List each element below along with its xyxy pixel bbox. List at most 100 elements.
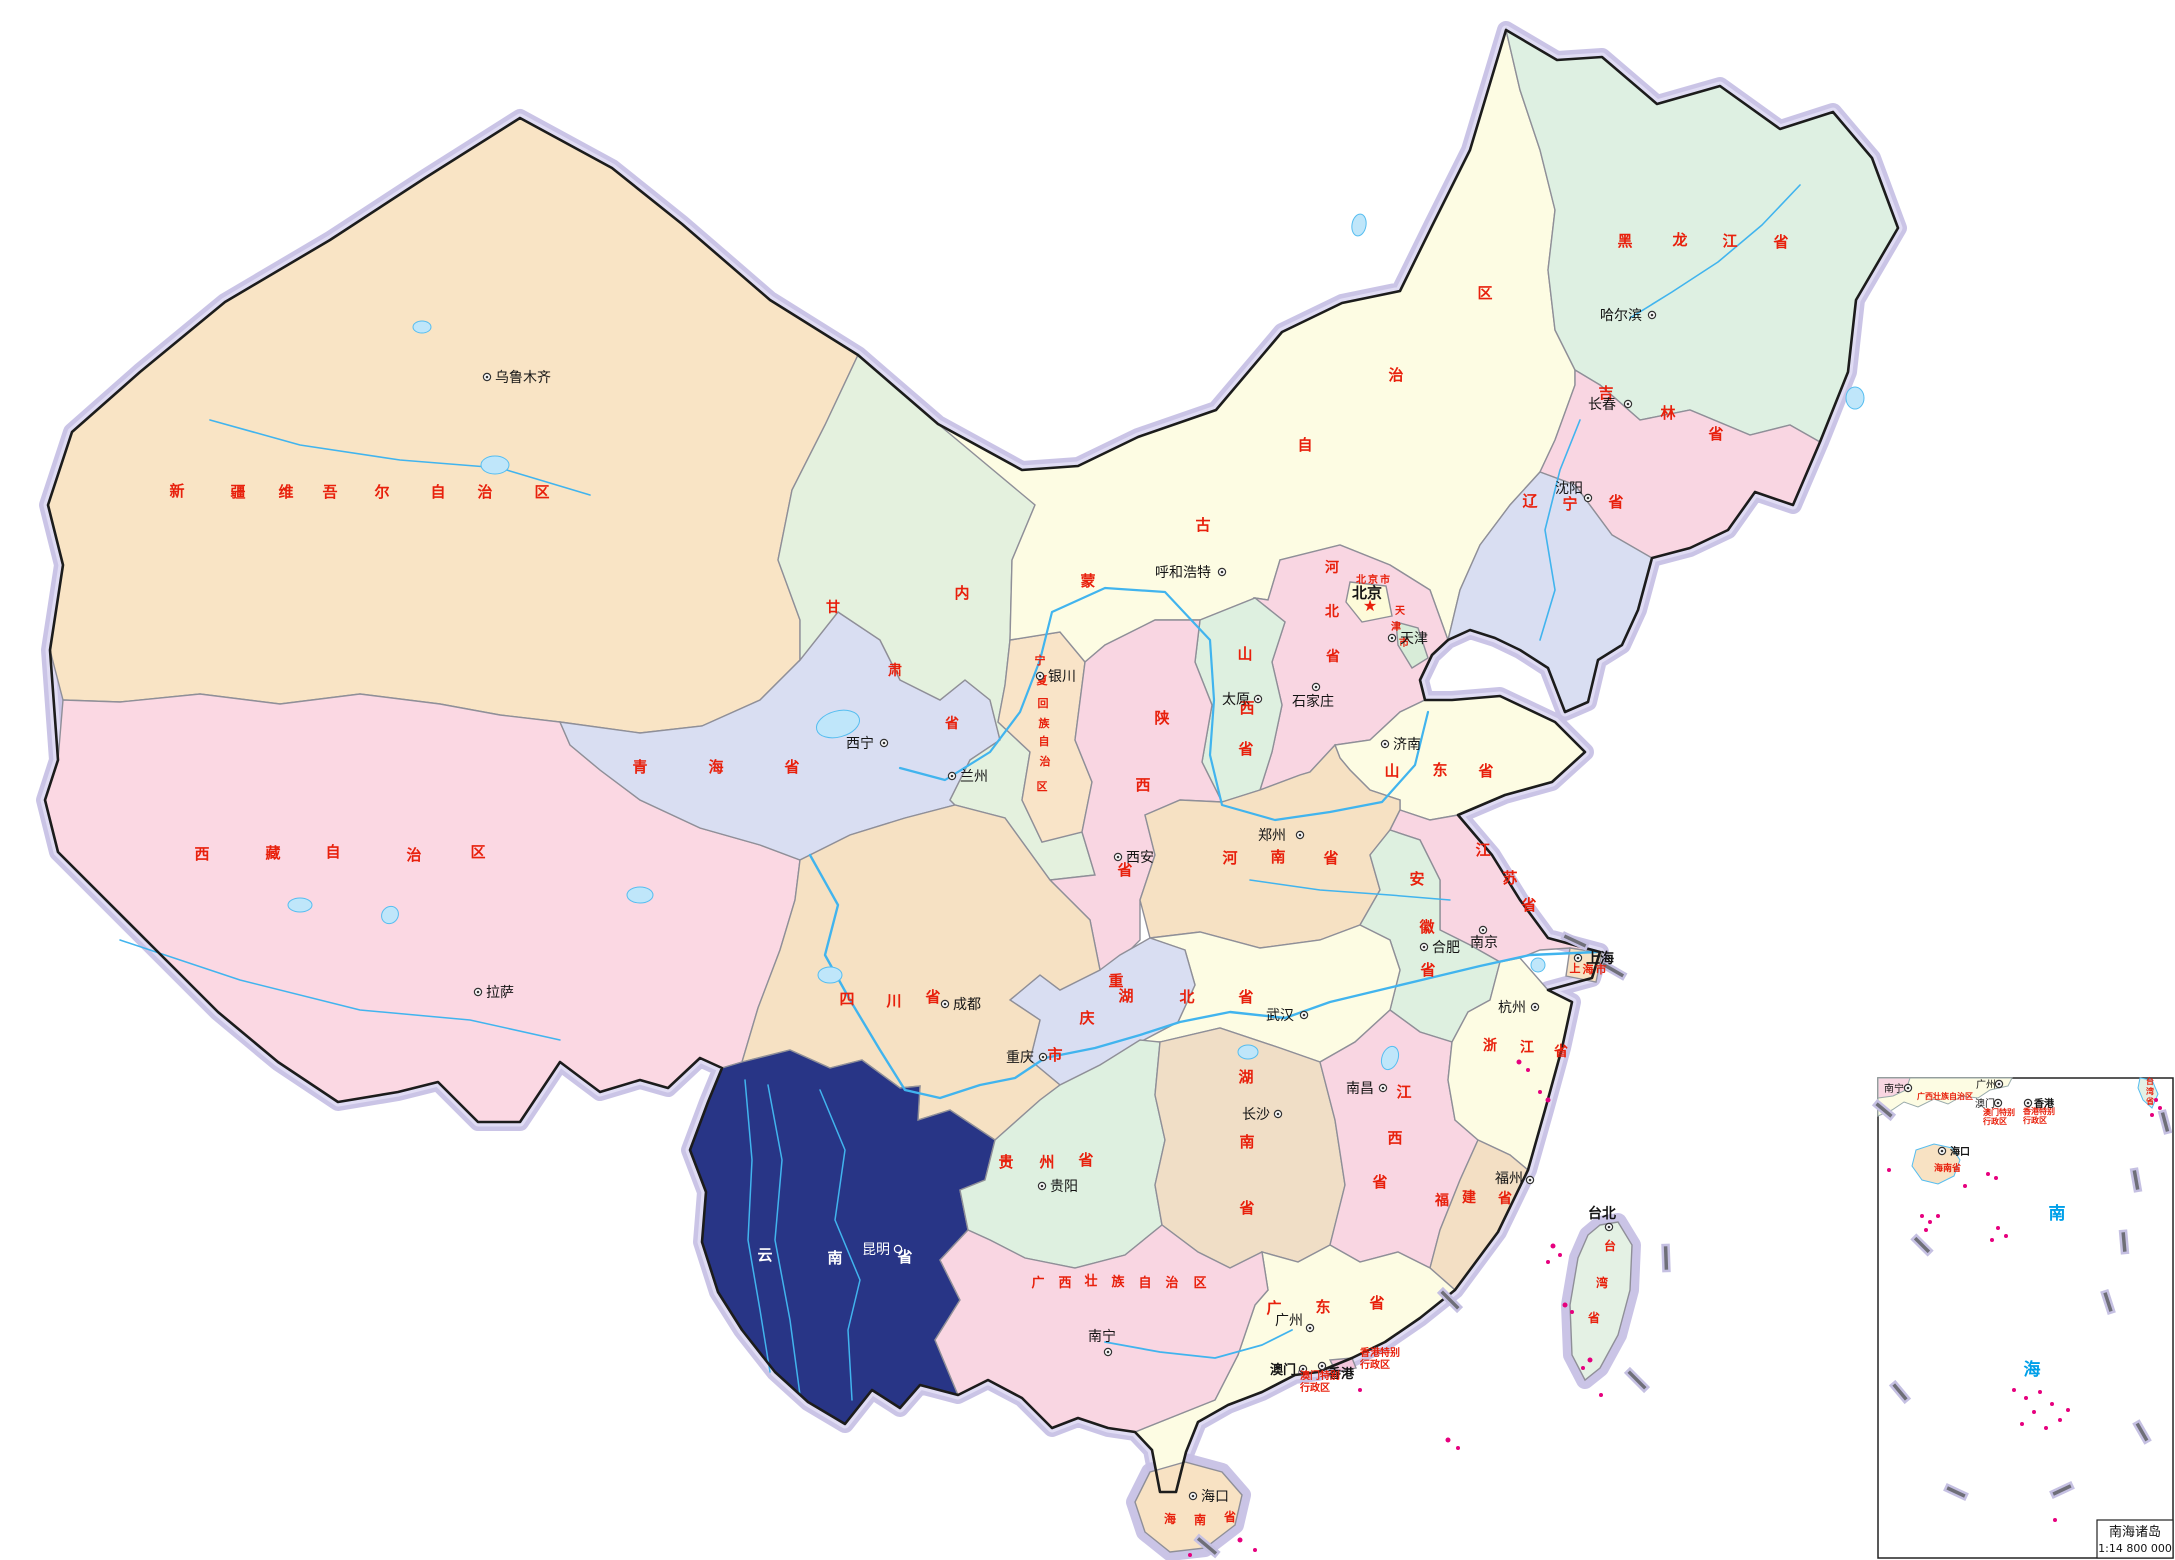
province-label-beijing: 北 <box>1356 573 1366 586</box>
province-label-zhejiang: 浙 <box>1483 1037 1497 1054</box>
city-marker-dot-icon <box>1997 1082 2001 1086</box>
province-label-taiwan: 省 <box>1587 1310 1600 1325</box>
city-label-guangzhou: 广州 <box>1275 1313 1303 1329</box>
province-label-guangxi: 族 <box>1111 1274 1125 1290</box>
province-label-neimenggu: 自 <box>1297 436 1312 454</box>
city-label-shanghai: 上海 <box>1586 950 1614 967</box>
city-marker-dot-icon <box>1481 928 1485 932</box>
province-label-shanxi: 山 <box>1237 645 1252 663</box>
province-label-fujian: 建 <box>1462 1189 1476 1206</box>
capital-star-icon: ★ <box>1363 596 1377 615</box>
province-label-anhui: 省 <box>1419 961 1435 979</box>
inset-taiwan: 台 <box>2146 1076 2154 1086</box>
province-label-xinjiang: 疆 <box>230 483 245 501</box>
city-marker-dot-icon <box>1314 685 1318 689</box>
province-label-hubei: 省 <box>1237 988 1253 1006</box>
province-label-xizang: 藏 <box>265 844 280 862</box>
inset-guangxi: 广西壮族自治区 <box>1917 1091 1973 1101</box>
province-label-jiangxi: 江 <box>1396 1083 1411 1101</box>
songhua-river <box>1629 184 1801 319</box>
yellow-river <box>898 586 1430 822</box>
city-marker-dot-icon <box>1626 402 1630 406</box>
city-label-taiyuan: 太原 <box>1222 692 1250 708</box>
province-tianjin[interactable] <box>1395 621 1429 669</box>
province-shaanxi[interactable] <box>1048 619 1224 972</box>
province-label-hunan: 南 <box>1239 1133 1254 1151</box>
city-label-tianjin: 天津 <box>1400 631 1428 647</box>
city-marker-dot-icon <box>1996 1101 2000 1105</box>
province-taiwan[interactable] <box>1569 1221 1633 1382</box>
province-label-tianjin: 津 <box>1391 620 1401 633</box>
province-label-jiangsu: 苏 <box>1502 869 1517 887</box>
province-label-neimenggu: 区 <box>1477 284 1492 302</box>
city-label-shenyang: 沈阳 <box>1555 481 1583 497</box>
city-marker-dot-icon <box>1038 674 1042 678</box>
city-marker-dot-icon <box>1320 1364 1324 1368</box>
province-label-guizhou: 贵 <box>998 1153 1013 1171</box>
inset-guangxi-shape <box>1877 1077 1911 1099</box>
macau-sar-label: 行政区 <box>1299 1381 1330 1394</box>
city-marker-dot-icon <box>950 774 954 778</box>
city-marker-dot-icon <box>1040 1184 1044 1188</box>
city-marker-dot-icon <box>1301 1367 1305 1371</box>
city-marker-dot-icon <box>1276 1112 1280 1116</box>
province-label-xinjiang: 尔 <box>374 483 389 501</box>
province-label-fujian: 福 <box>1434 1192 1449 1209</box>
tai-lake <box>1530 957 1546 973</box>
inset-map[interactable]: 南海诸岛 1:14 800 000 <box>1871 1077 2174 1559</box>
islands-dots <box>1188 1059 1603 1557</box>
region-hongkong[interactable] <box>1328 1357 1357 1373</box>
labels-layer: 新疆维吾尔自治区西藏自治区青海省甘肃省内蒙古自治区宁夏回族自治区黑龙江省吉林省辽… <box>169 231 2154 1527</box>
province-label-shandong: 山 <box>1384 762 1399 780</box>
yarlung-river <box>119 939 561 1041</box>
city-label-shijiazhuang: 石家庄 <box>1292 693 1334 710</box>
province-label-hebei: 河 <box>1325 559 1339 576</box>
city-marker-dot-icon <box>1106 1350 1110 1354</box>
city-marker-dot-icon <box>2026 1101 2030 1105</box>
sea-boundary-dashes <box>1193 931 1671 1559</box>
province-label-jilin: 吉 <box>1598 384 1613 402</box>
city-label-hangzhou: 杭州 <box>1498 1000 1526 1016</box>
province-label-guizhou: 州 <box>1038 1153 1054 1171</box>
city-label-hefei: 合肥 <box>1432 940 1460 956</box>
province-label-yunnan: 南 <box>827 1249 842 1267</box>
province-guangxi[interactable] <box>934 1224 1269 1433</box>
city-label-wulumuqi: 乌鲁木齐 <box>495 370 551 386</box>
city-label-yinchuan: 银川 <box>1048 669 1076 685</box>
city-label-zhengzhou: 郑州 <box>1258 828 1286 844</box>
city-label-changchun: 长春 <box>1588 397 1616 413</box>
province-label-fujian: 省 <box>1497 1190 1512 1207</box>
ranwu-lake <box>817 966 843 984</box>
province-label-gansu: 省 <box>944 715 959 732</box>
city-marker-dot-icon <box>1576 956 1580 960</box>
city-marker-dot-icon <box>1586 496 1590 500</box>
province-label-shandong: 省 <box>1477 762 1493 780</box>
city-label-xian: 西安 <box>1126 850 1154 866</box>
pearl-river <box>1104 1329 1293 1359</box>
province-label-jiangxi: 西 <box>1387 1129 1402 1147</box>
province-label-xinjiang: 区 <box>534 483 549 501</box>
province-label-qinghai: 省 <box>783 758 799 776</box>
city-marker-dot-icon <box>1906 1086 1910 1090</box>
inset-taiwan: 湾 <box>2146 1086 2154 1096</box>
rivers-layer <box>119 184 1801 1401</box>
city-marker-dot-icon <box>1256 697 1260 701</box>
city-marker-dot-icon <box>485 375 489 379</box>
city-label-chongqing: 重庆 <box>1006 1050 1034 1066</box>
city-label-inset-aomen: 澳门 <box>1975 1097 1995 1110</box>
province-label-chongqing: 庆 <box>1079 1009 1094 1027</box>
city-marker-dot-icon <box>1528 1178 1532 1182</box>
city-label-kunming: 昆明 <box>862 1242 890 1258</box>
city-marker-dot-icon <box>1422 945 1426 949</box>
province-label-heilongjiang: 省 <box>1772 233 1788 251</box>
city-label-beijing: 北京 <box>1352 584 1382 602</box>
province-label-hainan: 南 <box>1194 1512 1206 1527</box>
city-label-wuhan: 武汉 <box>1266 1008 1294 1024</box>
province-label-guangdong: 省 <box>1368 1294 1384 1312</box>
province-xinjiang[interactable] <box>47 117 859 734</box>
dongting-lake <box>1237 1044 1259 1060</box>
province-label-gansu: 肃 <box>888 662 902 679</box>
province-beijing[interactable] <box>1345 581 1393 623</box>
province-hainan[interactable] <box>1134 1461 1243 1553</box>
